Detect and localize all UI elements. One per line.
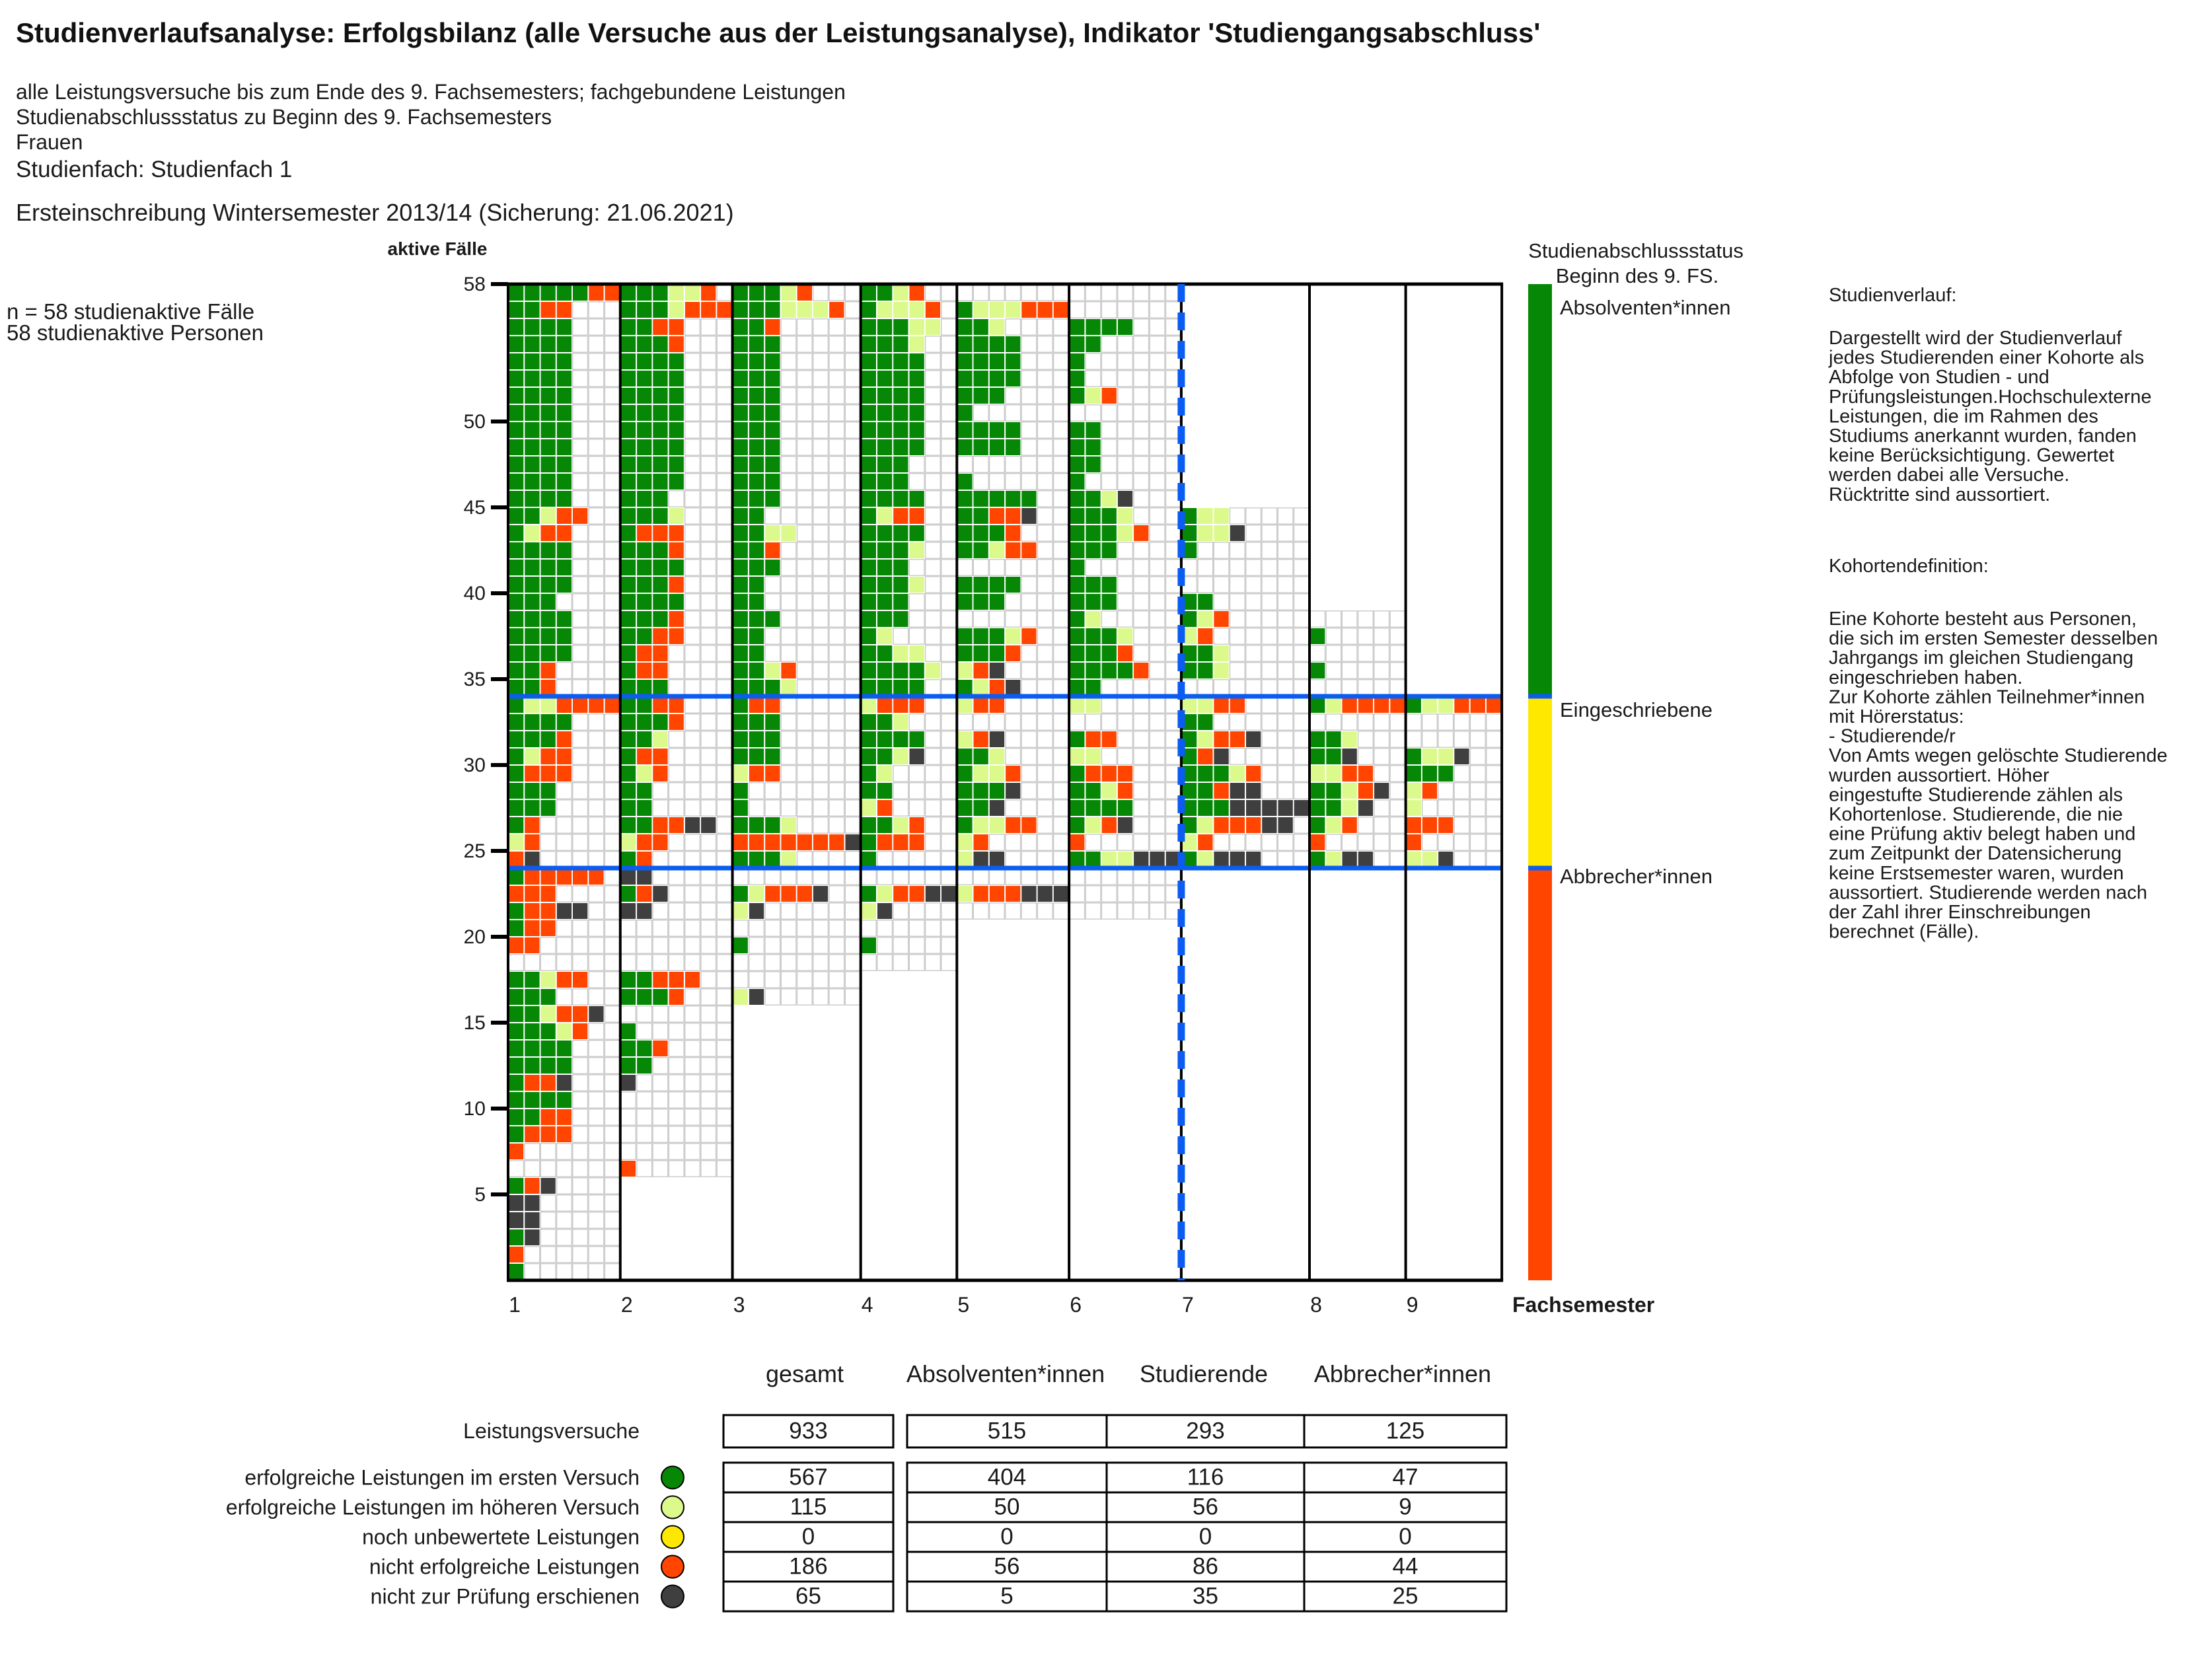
svg-text:4: 4	[862, 1293, 873, 1317]
svg-text:9: 9	[1407, 1293, 1419, 1317]
svg-text:35: 35	[1193, 1584, 1218, 1609]
svg-text:berechnet (Fälle).: berechnet (Fälle).	[1829, 922, 1979, 943]
svg-text:186: 186	[789, 1554, 827, 1580]
svg-text:n = 58 studienaktive Fälle: n = 58 studienaktive Fälle	[7, 299, 254, 324]
svg-text:Kohortendefinition:: Kohortendefinition:	[1829, 556, 1989, 577]
svg-text:Kohortenlose. Studierende, die: Kohortenlose. Studierende, die nie	[1829, 804, 2123, 825]
svg-text:9: 9	[1399, 1494, 1411, 1520]
svg-text:Fachsemester: Fachsemester	[1512, 1293, 1654, 1317]
svg-text:Abbrecher*innen: Abbrecher*innen	[1314, 1360, 1491, 1387]
svg-text:10: 10	[464, 1098, 486, 1120]
svg-text:293: 293	[1186, 1418, 1224, 1444]
svg-text:86: 86	[1193, 1554, 1218, 1580]
svg-text:Eingeschriebene: Eingeschriebene	[1560, 698, 1713, 721]
svg-text:Studiums anerkannt wurden, fan: Studiums anerkannt wurden, fanden	[1829, 425, 2137, 447]
svg-text:jedes Studierenden einer Kohor: jedes Studierenden einer Kohorte als	[1828, 347, 2144, 369]
svg-text:Leistungen, die im Rahmen des: Leistungen, die im Rahmen des	[1829, 406, 2098, 427]
svg-text:Absolventen*innen: Absolventen*innen	[906, 1360, 1105, 1387]
svg-text:aktive Fälle: aktive Fälle	[388, 238, 488, 259]
svg-text:Rücktritte sind aussortiert.: Rücktritte sind aussortiert.	[1829, 484, 2050, 505]
svg-text:56: 56	[1193, 1494, 1218, 1520]
svg-text:5: 5	[1000, 1584, 1013, 1609]
svg-text:65: 65	[795, 1584, 821, 1609]
svg-text:eine Prüfung aktiv belegt habe: eine Prüfung aktiv belegt haben und	[1829, 824, 2135, 845]
svg-text:gesamt: gesamt	[766, 1360, 844, 1387]
svg-text:125: 125	[1386, 1418, 1424, 1444]
svg-text:Ersteinschreibung Wintersemest: Ersteinschreibung Wintersemester 2013/14…	[16, 199, 734, 226]
svg-text:5: 5	[474, 1184, 486, 1206]
svg-text:6: 6	[1070, 1293, 1082, 1317]
svg-text:Dargestellt wird der Studienve: Dargestellt wird der Studienverlauf	[1829, 328, 2122, 349]
svg-text:Studienverlaufsanalyse: Erfolg: Studienverlaufsanalyse: Erfolgsbilanz (a…	[16, 17, 1540, 48]
svg-text:nicht zur Prüfung erschienen: nicht zur Prüfung erschienen	[371, 1585, 640, 1609]
svg-text:keine Erstsemester waren, wurd: keine Erstsemester waren, wurden	[1829, 863, 2123, 884]
svg-text:Prüfungsleistungen.Hochschulex: Prüfungsleistungen.Hochschulexterne	[1829, 386, 2151, 408]
svg-text:116: 116	[1187, 1465, 1224, 1490]
svg-text:30: 30	[464, 754, 486, 776]
svg-text:wurden aussortiert. Höher: wurden aussortiert. Höher	[1828, 765, 2049, 786]
svg-text:Leistungsversuche: Leistungsversuche	[463, 1419, 640, 1443]
svg-text:3: 3	[733, 1293, 745, 1317]
svg-text:zum Zeitpunkt der Datensicheru: zum Zeitpunkt der Datensicherung	[1829, 843, 2121, 864]
svg-text:Studienabschlussstatus: Studienabschlussstatus	[1528, 239, 1744, 262]
svg-text:erfolgreiche Leistungen im höh: erfolgreiche Leistungen im höheren Versu…	[226, 1496, 640, 1519]
svg-text:Eine Kohorte besteht aus Perso: Eine Kohorte besteht aus Personen,	[1829, 608, 2137, 630]
svg-text:- Studierende/r: - Studierende/r	[1829, 726, 1956, 747]
svg-text:25: 25	[1393, 1584, 1419, 1609]
svg-text:0: 0	[1399, 1524, 1411, 1550]
svg-text:35: 35	[464, 669, 486, 690]
svg-text:47: 47	[1393, 1465, 1419, 1490]
svg-text:aussortiert. Studierende werde: aussortiert. Studierende werden nach	[1829, 882, 2147, 903]
svg-text:Studierende: Studierende	[1140, 1360, 1268, 1387]
svg-text:der Zahl ihrer Einschreibungen: der Zahl ihrer Einschreibungen	[1829, 902, 2091, 923]
svg-text:keine Berücksichtigung. Gewert: keine Berücksichtigung. Gewertet	[1829, 445, 2114, 466]
svg-text:nicht erfolgreiche Leistungen: nicht erfolgreiche Leistungen	[369, 1555, 640, 1579]
svg-text:mit Hörerstatus:: mit Hörerstatus:	[1829, 706, 1964, 727]
svg-text:25: 25	[464, 840, 486, 862]
svg-text:1: 1	[509, 1293, 521, 1317]
svg-text:56: 56	[994, 1554, 1020, 1580]
svg-text:50: 50	[994, 1494, 1020, 1520]
svg-text:Studienabschlussstatus zu Begi: Studienabschlussstatus zu Beginn des 9. …	[16, 105, 552, 129]
svg-text:Abfolge von Studien - und: Abfolge von Studien - und	[1829, 367, 2049, 388]
svg-text:Abbrecher*innen: Abbrecher*innen	[1560, 865, 1713, 888]
svg-text:eingeschrieben haben.: eingeschrieben haben.	[1829, 667, 2022, 688]
svg-text:20: 20	[464, 926, 486, 948]
svg-text:933: 933	[789, 1418, 827, 1444]
svg-text:515: 515	[988, 1418, 1026, 1444]
svg-text:erfolgreiche Leistungen im ers: erfolgreiche Leistungen im ersten Versuc…	[244, 1466, 640, 1490]
svg-text:44: 44	[1393, 1554, 1419, 1580]
svg-text:115: 115	[790, 1494, 827, 1520]
svg-text:eingestufte Studierende zählen: eingestufte Studierende zählen als	[1829, 784, 2123, 805]
svg-text:alle Leistungsversuche bis zum: alle Leistungsversuche bis zum Ende des …	[16, 80, 846, 104]
svg-text:15: 15	[464, 1012, 486, 1034]
svg-text:Beginn des 9. FS.: Beginn des 9. FS.	[1556, 264, 1718, 287]
svg-text:50: 50	[464, 411, 486, 433]
svg-text:Absolventen*innen: Absolventen*innen	[1560, 296, 1731, 319]
svg-text:Jahrgangs im gleichen Studieng: Jahrgangs im gleichen Studiengang	[1829, 647, 2133, 669]
svg-text:58 studienaktive Personen: 58 studienaktive Personen	[7, 320, 264, 345]
svg-text:0: 0	[1199, 1524, 1212, 1550]
svg-text:die sich im ersten Semester de: die sich im ersten Semester desselben	[1829, 628, 2158, 649]
svg-text:7: 7	[1182, 1293, 1194, 1317]
svg-text:40: 40	[464, 583, 486, 604]
svg-text:werden dabei alle Versuche.: werden dabei alle Versuche.	[1828, 464, 2069, 486]
svg-text:Studienverlauf:: Studienverlauf:	[1829, 285, 1956, 306]
svg-text:58: 58	[464, 274, 486, 295]
svg-text:45: 45	[464, 497, 486, 519]
svg-text:0: 0	[1000, 1524, 1013, 1550]
svg-text:Frauen: Frauen	[16, 130, 83, 154]
svg-text:5: 5	[957, 1293, 969, 1317]
svg-text:567: 567	[789, 1465, 827, 1490]
svg-text:Von Amts wegen gelöschte Studi: Von Amts wegen gelöschte Studierende	[1829, 745, 2168, 766]
svg-text:404: 404	[988, 1465, 1026, 1490]
svg-text:2: 2	[621, 1293, 633, 1317]
svg-text:noch unbewertete Leistungen: noch unbewertete Leistungen	[362, 1525, 640, 1549]
svg-text:0: 0	[802, 1524, 815, 1550]
svg-text:Zur Kohorte zählen Teilnehmer*: Zur Kohorte zählen Teilnehmer*innen	[1829, 686, 2145, 708]
svg-text:Studienfach: Studienfach 1: Studienfach: Studienfach 1	[16, 157, 292, 182]
svg-text:8: 8	[1310, 1293, 1322, 1317]
